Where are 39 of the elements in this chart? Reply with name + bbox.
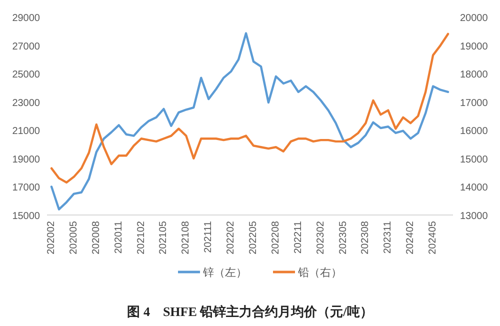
x-tick-label: 202208 <box>270 220 282 254</box>
x-tick-label: 202402 <box>405 220 416 254</box>
y2-tick-label: 18000 <box>460 70 488 81</box>
x-tick-label: 202002 <box>46 220 57 254</box>
line-series <box>50 32 450 184</box>
x-tick-label: 202305 <box>338 220 349 254</box>
x-tick-label: 202302 <box>315 220 326 254</box>
x-tick-label: 202202 <box>226 220 237 254</box>
caption: 图 4 SHFE 铅锌主力合约月均价（元/吨） <box>127 304 373 319</box>
x-tick-label: 202011 <box>113 220 124 254</box>
x-tick-label: 202311 <box>382 220 394 254</box>
x-tick-label: 202211 <box>292 220 304 254</box>
x-tick-label: 202102 <box>136 220 147 254</box>
y2-tick-label: 19000 <box>460 41 488 52</box>
y-tick-label: 19000 <box>12 154 40 166</box>
y2-tick-label: 13000 <box>460 211 488 222</box>
y2-tick-label: 20000 <box>460 13 488 24</box>
y2-tick-label: 15000 <box>460 154 488 166</box>
y-tick-label: 29000 <box>12 13 40 24</box>
x-tick-label: 202105 <box>158 220 170 254</box>
legend-label: 铅（右） <box>297 267 342 279</box>
y-tick-label: 17000 <box>12 182 40 194</box>
y-tick-label: 27000 <box>12 41 40 52</box>
x-tick-label: 202108 <box>180 220 192 254</box>
legend-label: 锌（左） <box>202 266 247 279</box>
x-tick-label: 202205 <box>248 220 259 254</box>
x-tick-label: 202111 <box>203 220 214 253</box>
y-tick-label: 21000 <box>12 126 40 138</box>
line-series <box>50 32 450 210</box>
x-tick-label: 202405 <box>428 220 439 254</box>
x-tick-label: 202005 <box>68 220 80 254</box>
y2-tick-label: 16000 <box>460 126 488 138</box>
y-tick-label: 15000 <box>12 211 40 222</box>
y2-tick-label: 17000 <box>460 98 488 109</box>
y-tick-label: 23000 <box>12 98 40 109</box>
x-tick-label: 202008 <box>90 220 102 254</box>
y2-tick-label: 14000 <box>460 182 488 194</box>
y-tick-label: 25000 <box>12 70 40 81</box>
x-tick-label: 202308 <box>360 220 372 254</box>
